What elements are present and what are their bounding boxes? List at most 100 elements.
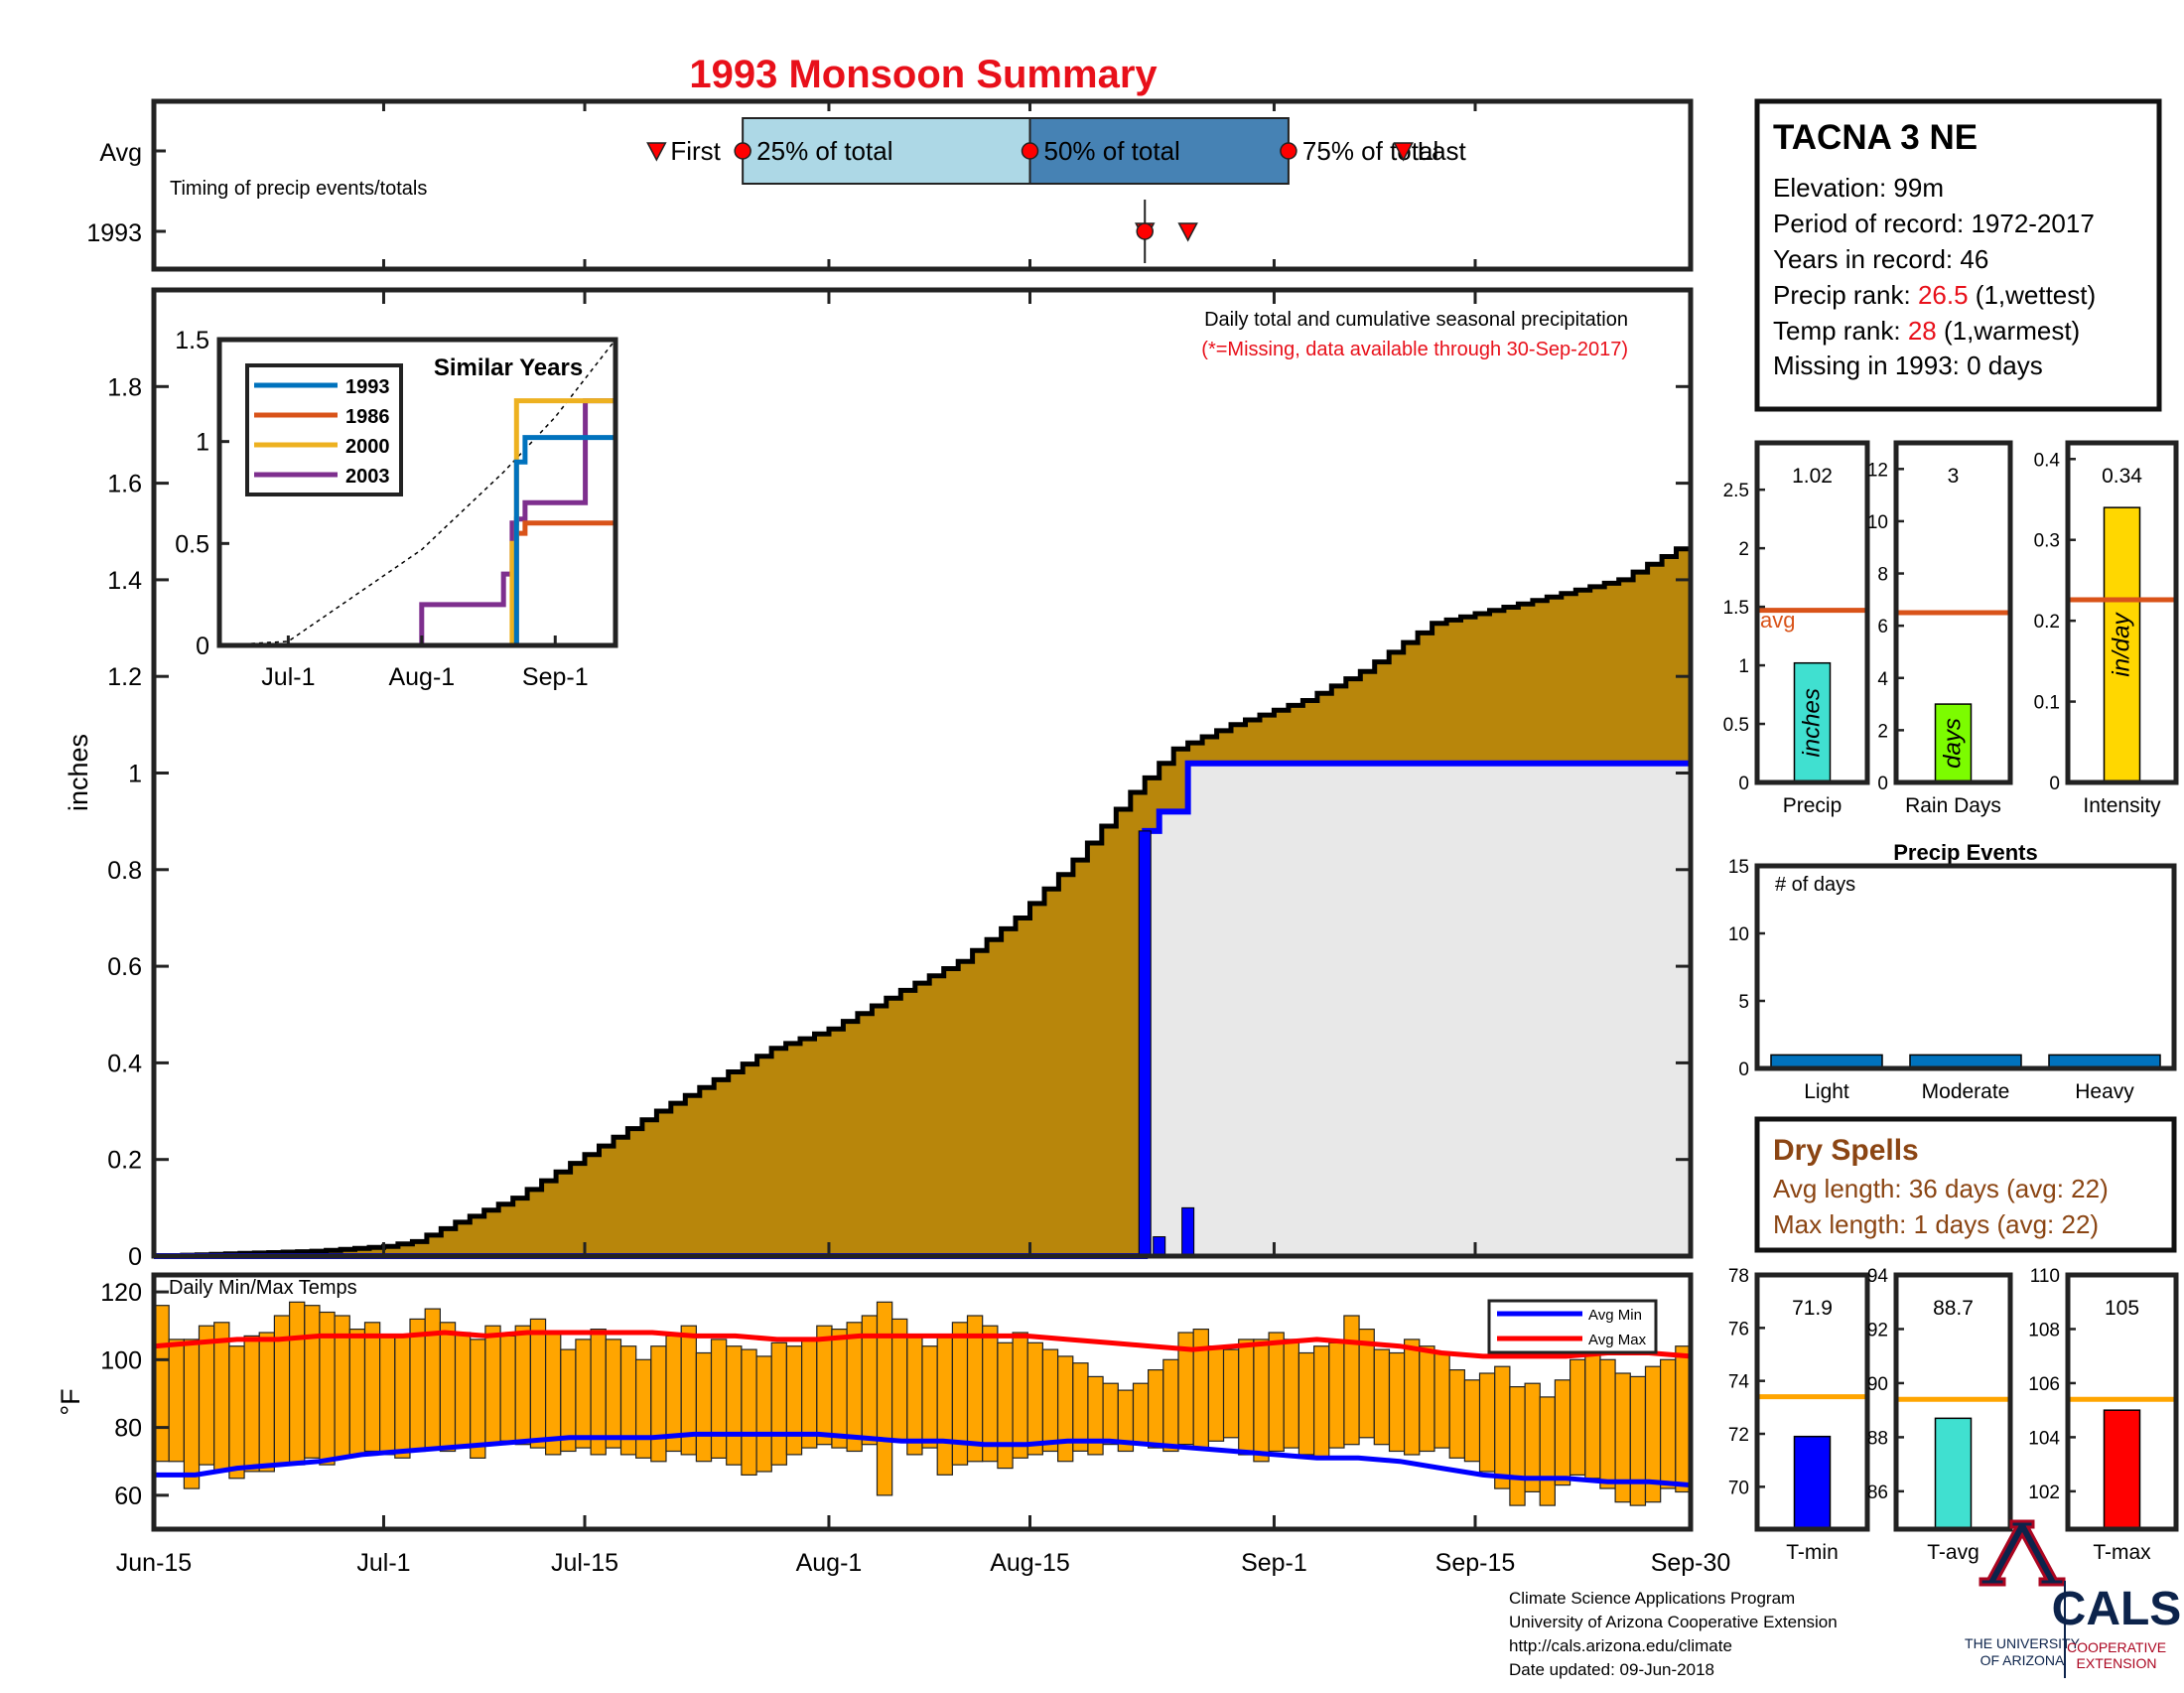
daily-temp-bar [1072, 1362, 1089, 1452]
daily-temp-bar [1494, 1365, 1511, 1489]
daily-temp-bar [348, 1328, 366, 1456]
stat-y-tick-label: 0.4 [2034, 450, 2061, 471]
stat-value-label: 0.34 [2102, 465, 2142, 488]
stat-y-tick-label: 86 [1867, 1482, 1888, 1503]
stat-value-label: 1.02 [1792, 465, 1833, 488]
stat-y-tick-label: 10 [1867, 512, 1888, 533]
station-temp-rank: Temp rank: 28 (1,warmest) [1773, 316, 2080, 346]
date-axis-label: Aug-15 [990, 1549, 1070, 1577]
inset-y-tick-label: 1 [196, 429, 209, 457]
temp-frame [151, 1272, 1694, 1532]
daily-temp-bar [168, 1339, 185, 1463]
stat-y-tick-label: 6 [1877, 617, 1888, 637]
ua-logo-line-2: OF ARIZONA [1980, 1652, 2065, 1668]
temp-stats-panels: 71.9 70 72 74 76 78 T-min 88.7 86 88 90 92 94 T-avg 10… [1728, 1266, 2179, 1564]
daily-temp-bar [1012, 1332, 1028, 1459]
daily-temp-bar [258, 1332, 275, 1473]
daily-temp-bar [1328, 1341, 1345, 1449]
event-category-label: Heavy [2075, 1080, 2134, 1103]
date-axis-label: Aug-1 [796, 1549, 863, 1577]
stat-y-tick-label: 2.5 [1723, 481, 1749, 501]
stat-y-tick-label: 108 [2028, 1320, 2060, 1340]
stat-y-tick-label: 74 [1728, 1372, 1750, 1393]
stat-y-tick-label: 94 [1867, 1266, 1889, 1287]
inset-y-tick-label: 0 [196, 633, 209, 660]
stat-y-tick-label: 0 [2049, 774, 2060, 794]
stat-unit-label: inches [1799, 688, 1826, 757]
daily-temp-bar [997, 1341, 1014, 1470]
precip-main-chart: 0 0.2 0.4 0.6 0.8 1 1.2 1.4 1.6 1.8 Daily total a… [64, 287, 1694, 1271]
inset-x-tick-label: Sep-1 [522, 663, 589, 691]
daily-temp-bar [1312, 1345, 1330, 1459]
daily-temp-bar [484, 1325, 501, 1446]
daily-temp-bar [228, 1345, 245, 1480]
stat-category-label: T-max [2093, 1541, 2151, 1564]
legend-label-avg-min: Avg Min [1588, 1307, 1642, 1324]
year-cumulative-area [1145, 763, 1691, 1256]
daily-temp-bar [439, 1322, 457, 1453]
stat-panel-frame [1754, 1272, 1870, 1532]
daily-temp-bar [1478, 1372, 1496, 1473]
main-y-tick-label: 1.6 [107, 471, 142, 498]
stat-y-tick-label: 8 [1877, 565, 1888, 586]
timing-panel: Avg 1993 Timing of precip events/totals … [86, 98, 1694, 272]
temperature-chart: 60 80 100 120 Daily Min/Max Temps °F Avg Mi… [56, 1272, 1694, 1532]
ua-block-a-icon [1979, 1519, 2066, 1587]
avg-cumulative-line [154, 541, 1694, 1259]
main-y-tick-label: 1.2 [107, 663, 142, 691]
date-axis: Jun-15 Jul-1 Jul-15 Aug-1 Aug-15 Sep-1 Sep-15 S… [116, 1515, 1730, 1577]
station-frame [1754, 98, 2162, 412]
daily-temp-bar [304, 1305, 321, 1459]
daily-temp-bar [1463, 1379, 1481, 1463]
temp-y-axis-label: °F [56, 1388, 85, 1415]
stat-avg-label: avg [1760, 608, 1795, 633]
daily-temp-bar [1056, 1355, 1074, 1463]
stat-panel-frame [2065, 1272, 2179, 1532]
main-y-tick-label: 0 [128, 1243, 142, 1271]
daily-temp-bar [755, 1355, 772, 1473]
events-marks: Light Moderate Heavy 0 5 10 15 [1728, 857, 2161, 1103]
precip-stats-panels: 1.02 inches 0 0.5 1 1.5 2 2.5 Precip 3 days 0 2 4 6 8 10… [1723, 440, 2179, 817]
daily-temp-bar [1283, 1339, 1299, 1449]
daily-temp-bar [846, 1322, 863, 1453]
dry-spells-title: Dry Spells [1773, 1134, 1919, 1167]
legend-label-1986: 1986 [345, 406, 390, 428]
footer-line-3: http://cals.arizona.edu/climate [1509, 1636, 1732, 1655]
temp-y-tick-label: 60 [114, 1482, 142, 1510]
daily-temp-bar [409, 1318, 426, 1453]
daily-temp-bar [454, 1332, 472, 1449]
inset-x-tick-label: Aug-1 [388, 663, 455, 691]
main-y-tick-label: 0.6 [107, 953, 142, 981]
daily-temp-bar [770, 1341, 787, 1466]
stat-y-tick-label: 0.2 [2034, 612, 2060, 633]
daily-temp-bar [499, 1335, 516, 1442]
daily-temp-bar [605, 1339, 622, 1449]
main-y-tick-label: 0.4 [107, 1050, 142, 1077]
precip-main-marks: 0 0.2 0.4 0.6 0.8 1 1.2 1.4 1.6 1.8 [107, 290, 1694, 1271]
stat-panel-frame [2065, 440, 2179, 785]
inset-avg-reference-line [218, 339, 616, 646]
marker-label-p25: 25% of total [756, 136, 892, 166]
main-y-tick-label: 1.4 [107, 567, 142, 595]
footer-line-1: Climate Science Applications Program [1509, 1589, 1795, 1608]
daily-temp-bar [514, 1325, 531, 1446]
legend-label-2000: 2000 [345, 436, 390, 458]
stat-y-tick-label: 2 [1738, 539, 1749, 560]
event-y-tick-label: 0 [1738, 1059, 1749, 1080]
stat-y-tick-label: 0.1 [2034, 693, 2060, 714]
daily-temp-bar [831, 1328, 848, 1449]
daily-temp-bar [1599, 1358, 1616, 1489]
station-elevation: Elevation: 99m [1773, 173, 1944, 203]
stat-panel-frame [1893, 1272, 2013, 1532]
stat-y-tick-label: 0.3 [2034, 531, 2060, 552]
footer-credits: Climate Science Applications Program Uni… [1509, 1589, 1838, 1679]
main-y-tick-label: 0.2 [107, 1147, 142, 1175]
daily-temp-bar [243, 1335, 260, 1473]
stat-value-label: 3 [1948, 465, 1960, 488]
main-frame [151, 287, 1694, 1259]
marker-label-first: First [670, 136, 721, 166]
daily-temp-bar [1629, 1375, 1647, 1506]
stat-y-tick-label: 1.5 [1723, 598, 1749, 619]
stat-y-tick-label: 1 [1738, 656, 1749, 677]
inset-y-tick-label: 0.5 [175, 530, 209, 558]
